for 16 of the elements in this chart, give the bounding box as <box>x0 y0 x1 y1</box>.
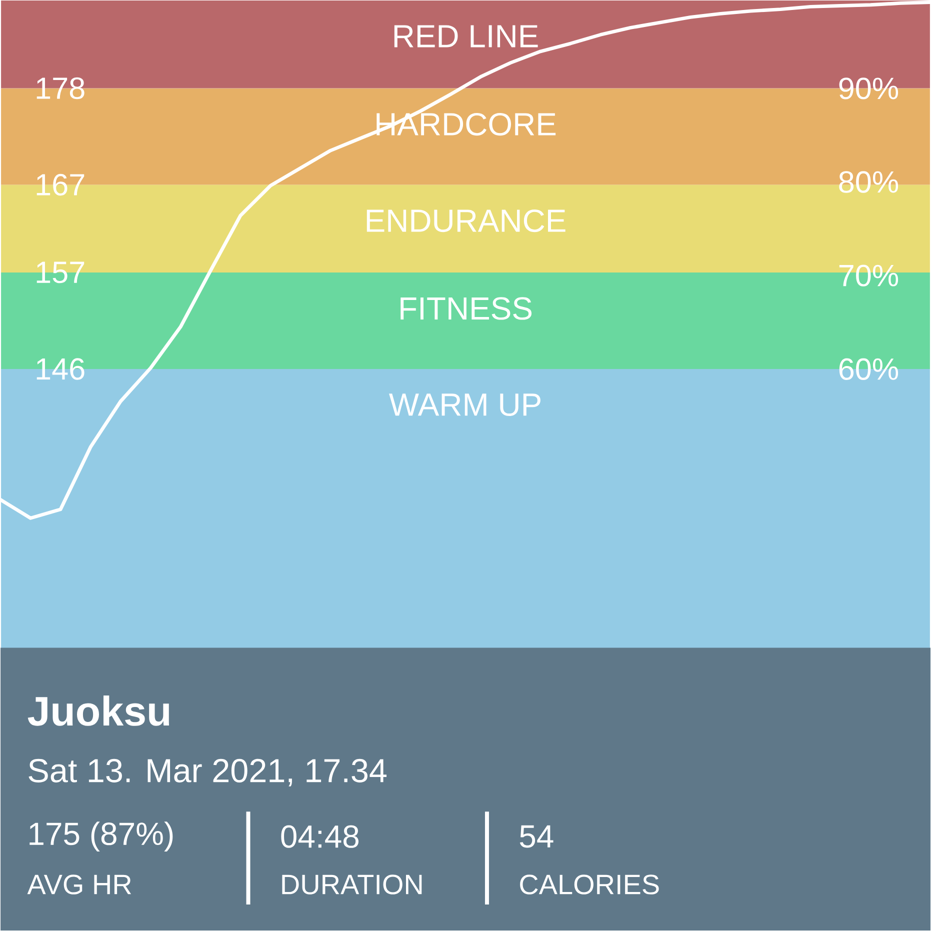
annotation: CALORIES <box>520 874 659 894</box>
annotation: AVG HR <box>27 874 132 894</box>
annotation: 54 <box>520 825 554 848</box>
band-label: WARM UP <box>389 394 540 416</box>
y2-tick-label: 90% <box>839 78 898 100</box>
annotation: 175 (87%) <box>30 822 173 852</box>
y-tick-label: 178 <box>36 77 84 100</box>
band-label: RED LINE <box>394 25 538 48</box>
text: Sat 13. Mar 2021, 17.34 <box>28 758 386 786</box>
y-tick-label: 167 <box>36 174 84 196</box>
annotation: DURATION <box>282 874 422 894</box>
y2-tick-label: 80% <box>839 171 898 193</box>
text: Juoksu <box>28 696 170 726</box>
band-label: FITNESS <box>400 297 532 320</box>
band-label: ENDURANCE <box>366 209 566 232</box>
annotation: 04:48 <box>281 825 358 848</box>
